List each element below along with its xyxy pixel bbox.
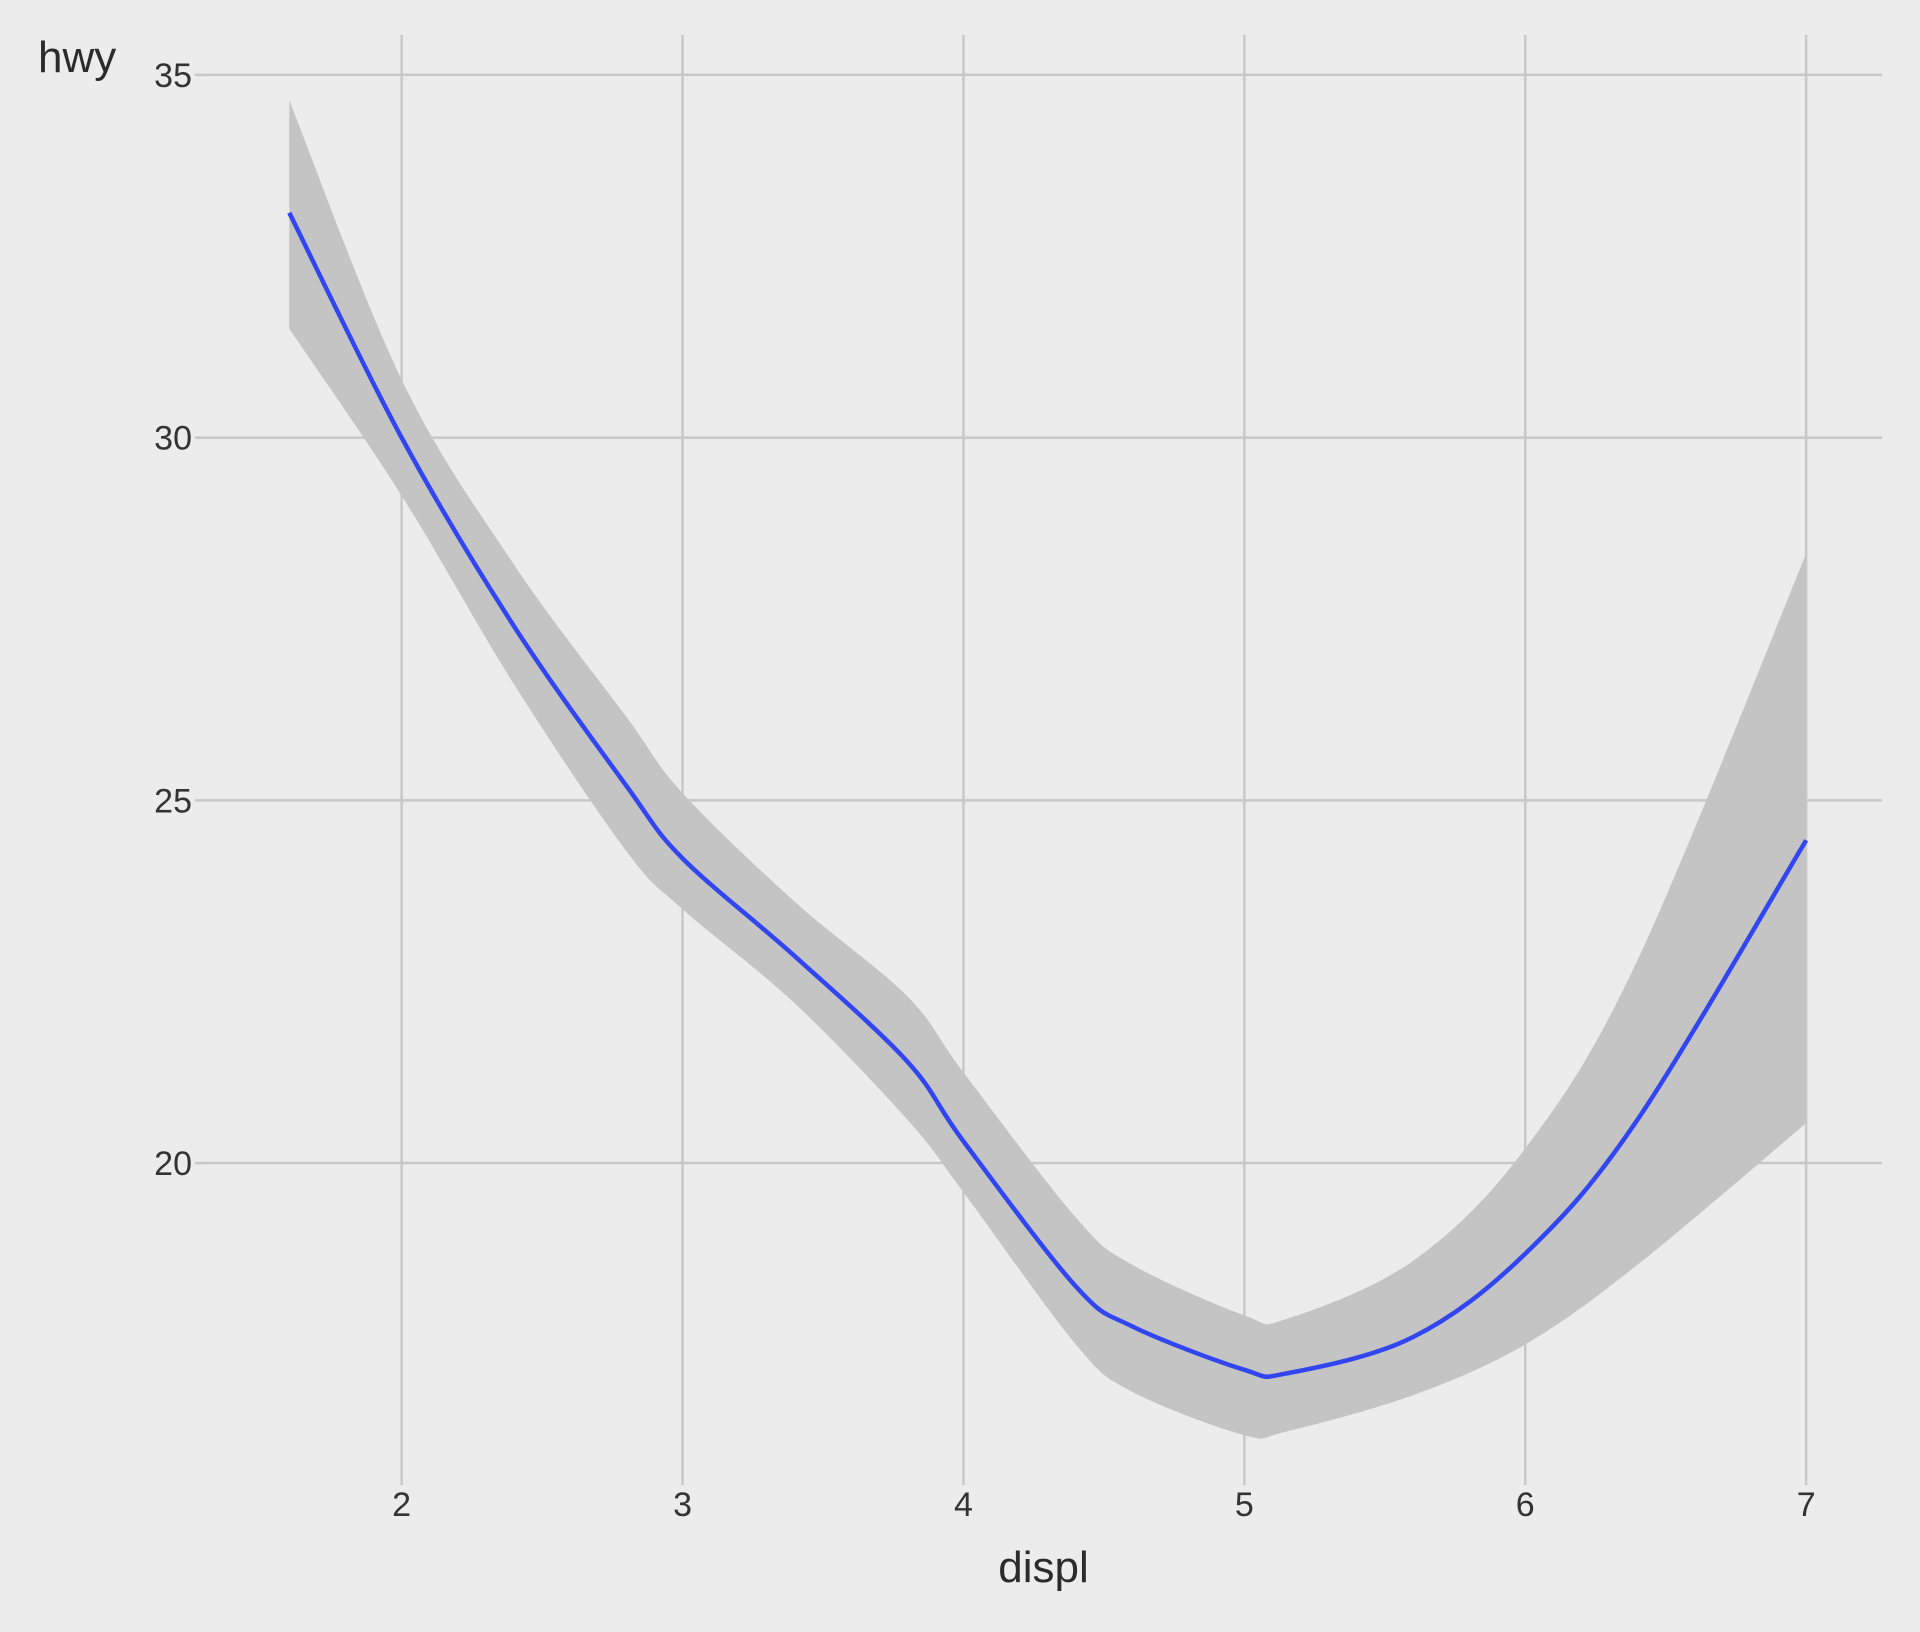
smooth-fit-line [287, 211, 1809, 1380]
x-tick-label: 2 [392, 1486, 411, 1524]
x-tick-label: 4 [954, 1486, 973, 1524]
axis-ticks: 2 3 4 5 6 7 20 25 30 35 [154, 57, 1815, 1524]
x-tick-label: 3 [673, 1486, 692, 1524]
y-axis-title: hwy [38, 33, 116, 82]
x-tick-label: 7 [1797, 1486, 1816, 1524]
fit-line-layer [287, 211, 1809, 1380]
y-tick-label: 35 [154, 57, 192, 95]
x-tick-label: 5 [1235, 1486, 1254, 1524]
confidence-band-layer [289, 100, 1807, 1439]
y-tick-label: 30 [154, 420, 192, 458]
y-tick-label: 25 [154, 782, 192, 820]
confidence-band [289, 100, 1807, 1439]
x-axis-title: displ [998, 1543, 1089, 1592]
x-tick-label: 6 [1516, 1486, 1535, 1524]
y-tick-label: 20 [154, 1145, 192, 1183]
